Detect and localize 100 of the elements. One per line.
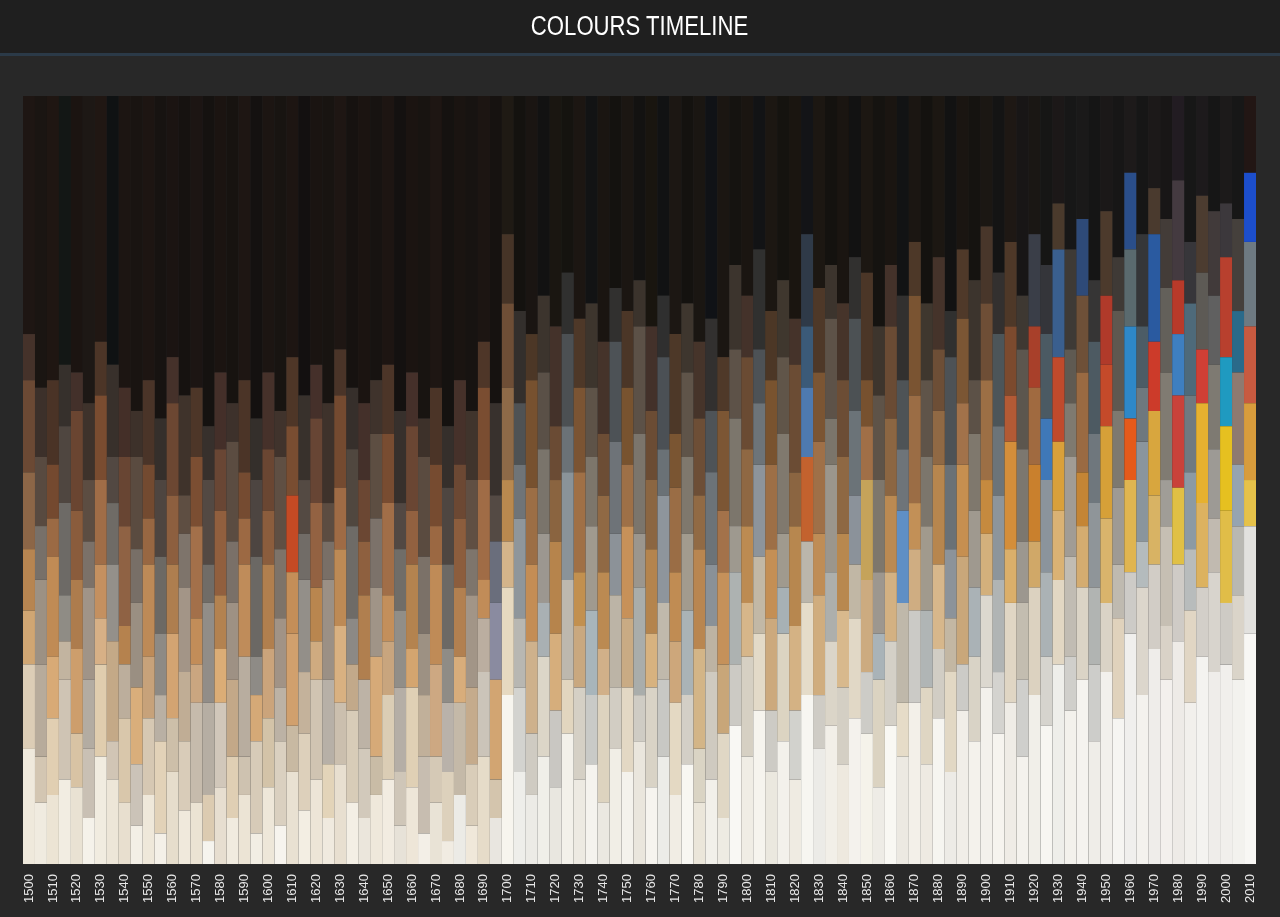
bar	[513, 403, 526, 465]
bar	[621, 526, 634, 619]
bar	[777, 357, 790, 434]
bar	[190, 664, 203, 703]
bar	[621, 311, 634, 388]
bar	[1004, 326, 1017, 396]
bar	[932, 464, 945, 565]
bar	[1112, 311, 1125, 411]
chart-title: COLOURS TIMELINE	[531, 11, 749, 42]
bar	[1064, 457, 1077, 557]
bar	[920, 687, 933, 765]
bar	[669, 641, 682, 703]
bar	[130, 457, 143, 550]
bar	[94, 664, 107, 757]
bar	[1148, 234, 1161, 342]
bar	[908, 295, 921, 396]
bar	[1220, 257, 1233, 358]
bar	[992, 334, 1005, 427]
bar	[777, 533, 790, 588]
bar	[23, 610, 35, 665]
bar	[1016, 295, 1029, 350]
bar	[1076, 372, 1089, 473]
bar	[190, 387, 203, 457]
x-tick-label: 1690	[475, 874, 491, 903]
bar	[657, 449, 670, 496]
bar	[1148, 410, 1161, 496]
bar	[1244, 480, 1256, 527]
bar	[549, 633, 562, 711]
bar	[310, 679, 323, 780]
bar	[956, 664, 969, 711]
bar	[1244, 241, 1256, 327]
bar	[801, 457, 814, 542]
bar	[741, 449, 754, 527]
x-tick-label: 1520	[68, 874, 84, 903]
bar	[46, 518, 59, 557]
bar	[801, 387, 814, 457]
bar	[1064, 403, 1077, 457]
bar	[609, 288, 622, 342]
x-tick-label: 1910	[1002, 874, 1018, 903]
bar	[549, 541, 562, 634]
bar	[501, 587, 514, 696]
bar	[477, 480, 490, 580]
bar	[729, 418, 742, 527]
bar	[765, 549, 778, 619]
bar	[477, 756, 490, 865]
bar	[1196, 403, 1209, 504]
bar	[178, 533, 191, 588]
bar	[1148, 341, 1161, 411]
bar	[34, 579, 47, 665]
bar	[1040, 418, 1053, 481]
bar	[154, 480, 167, 557]
bar	[214, 510, 227, 596]
bar	[860, 672, 873, 734]
bar	[310, 418, 323, 504]
bar	[741, 526, 754, 603]
bar	[298, 480, 311, 534]
bar	[58, 779, 71, 865]
bar	[1016, 541, 1029, 603]
bar	[729, 572, 742, 665]
bar	[645, 549, 658, 634]
bar	[992, 579, 1005, 673]
bar	[884, 572, 897, 642]
bar	[609, 595, 622, 688]
bar	[1208, 449, 1221, 519]
bar	[214, 702, 227, 788]
bar	[1028, 387, 1041, 465]
bar	[322, 579, 335, 680]
bar	[968, 433, 981, 511]
bar	[178, 495, 191, 534]
x-tick-label: 1730	[571, 874, 587, 903]
bar	[142, 380, 155, 465]
bar	[1100, 518, 1113, 603]
bar	[166, 771, 179, 865]
bar	[382, 595, 395, 642]
bar	[597, 495, 610, 573]
bar	[860, 380, 873, 427]
bar	[334, 764, 347, 865]
x-tick-label: 1820	[786, 874, 802, 903]
bar	[166, 633, 179, 719]
bar	[489, 679, 502, 780]
x-tick-label: 1640	[355, 874, 371, 903]
bar	[908, 549, 921, 611]
bar	[633, 433, 646, 534]
bar	[980, 533, 993, 596]
x-tick-label: 1990	[1193, 874, 1209, 903]
bar	[118, 625, 131, 665]
bar	[202, 841, 215, 865]
x-tick-label: 1810	[762, 874, 778, 903]
bar	[1040, 264, 1053, 335]
bar	[1088, 664, 1101, 742]
bar	[765, 710, 778, 772]
bar	[70, 649, 83, 734]
bar	[944, 464, 957, 550]
bar	[322, 541, 335, 580]
bar	[46, 380, 59, 465]
x-tick-label: 1510	[44, 874, 60, 903]
bar	[860, 272, 873, 381]
bar	[274, 618, 287, 688]
x-tick-label: 1570	[188, 874, 204, 903]
bar	[382, 641, 395, 696]
